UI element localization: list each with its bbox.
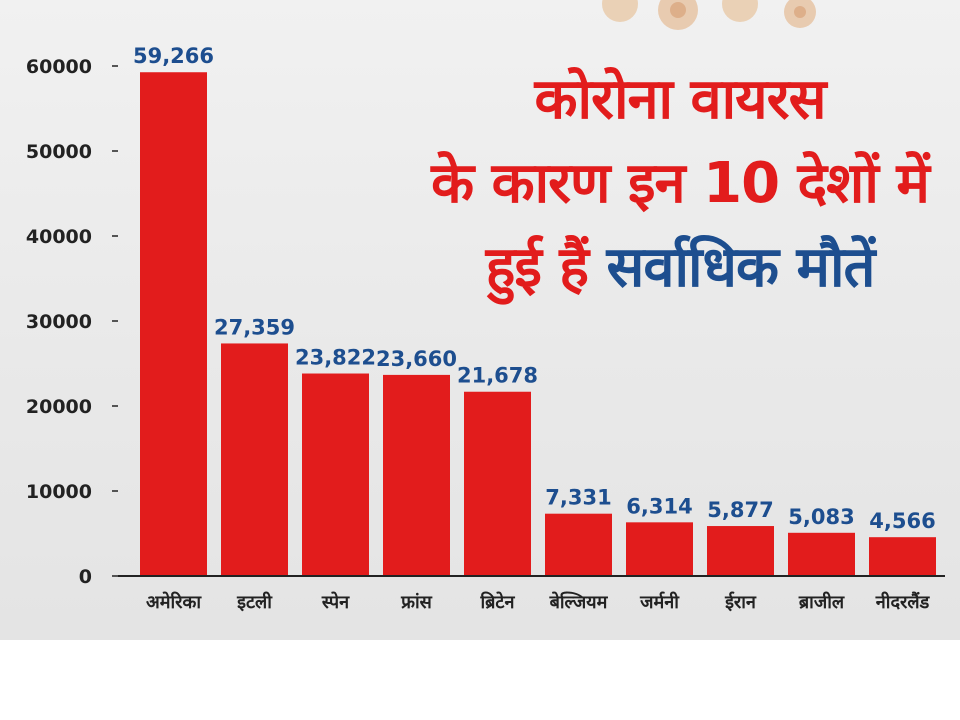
bar-value-label: 4,566: [869, 509, 935, 533]
y-tick-label: 60000: [26, 56, 92, 78]
headline-line-2: के कारण इन 10 देशों में: [431, 151, 930, 216]
bar: [869, 537, 936, 576]
headline-line-3-red: हुई हैं: [485, 235, 589, 300]
category-label: फ्रांस: [400, 592, 433, 613]
bar: [464, 391, 531, 576]
y-tick-label: 10000: [26, 481, 92, 503]
bar: [788, 532, 855, 576]
bar-value-label: 21,678: [457, 364, 538, 388]
bar: [707, 526, 774, 576]
bars: [140, 72, 936, 576]
headline-line-1: कोरोना वायरस: [534, 67, 827, 132]
bar-chart: 0 10000 20000 30000 40000 50000 60000 59,266 27…: [26, 44, 945, 613]
y-tick-label: 0: [79, 566, 92, 588]
y-tick-label: 30000: [26, 311, 92, 333]
bar-value-label: 23,822: [295, 346, 376, 370]
y-tick-label: 50000: [26, 141, 92, 163]
bar-value-label: 5,877: [707, 498, 773, 522]
category-labels: अमेरिका इटली स्पेन फ्रांस ब्रिटेन बेल्जियम जर्…: [146, 591, 931, 613]
category-label: नीदरलैंड: [875, 591, 931, 613]
bar: [626, 522, 693, 576]
headline-line-3: हुई हैं सर्वाधिक मौतें: [400, 226, 960, 310]
bar-value-label: 59,266: [133, 44, 214, 68]
bar-value-label: 27,359: [214, 315, 295, 339]
bar: [221, 343, 288, 576]
chart-panel: 0 10000 20000 30000 40000 50000 60000 59,266 27…: [0, 0, 960, 640]
bar: [383, 374, 450, 576]
y-axis-ticks: 0 10000 20000 30000 40000 50000 60000: [26, 56, 118, 588]
bar: [545, 513, 612, 576]
bar-value-label: 5,083: [788, 505, 854, 529]
category-label: अमेरिका: [146, 591, 202, 613]
virus-decoration-icon: [602, 0, 816, 30]
chart-headline: कोरोना वायरस के कारण इन 10 देशों में हुई…: [400, 58, 960, 310]
category-label: ब्रिटेन: [479, 591, 515, 613]
category-label: ईरान: [724, 591, 757, 613]
category-label: जर्मनी: [639, 591, 680, 613]
bar: [302, 373, 369, 576]
y-tick-label: 20000: [26, 396, 92, 418]
category-label: इटली: [236, 591, 273, 613]
category-label: स्पेन: [321, 591, 350, 613]
y-tick-label: 40000: [26, 226, 92, 248]
bar: [140, 72, 207, 576]
category-label: ब्राजील: [798, 591, 845, 613]
bar-value-label: 6,314: [626, 494, 692, 518]
category-label: बेल्जियम: [549, 591, 609, 613]
bar-value-label: 23,660: [376, 347, 457, 371]
bar-value-label: 7,331: [545, 486, 611, 510]
headline-line-3-blue: सर्वाधिक मौतें: [606, 235, 876, 300]
